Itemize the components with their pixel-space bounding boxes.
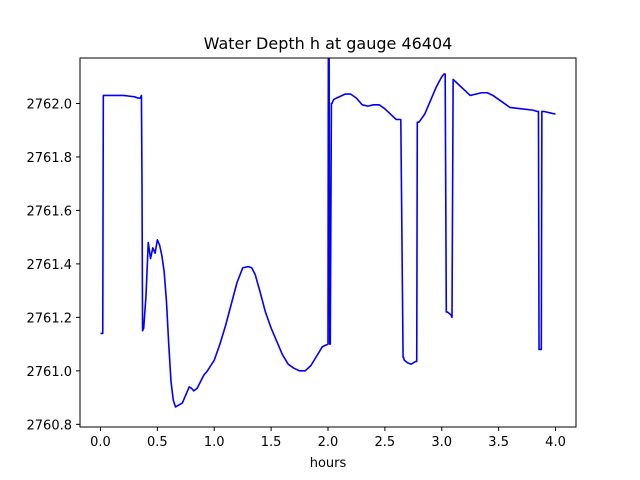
x-tick-label: 1.5	[261, 435, 282, 450]
y-tick-label: 2762.0	[27, 97, 73, 112]
x-tick-label: 3.5	[488, 435, 509, 450]
x-axis-label: hours	[310, 456, 347, 471]
x-tick-label: 0.0	[90, 435, 111, 450]
y-tick-label: 2761.8	[27, 151, 73, 166]
series-line	[100, 58, 556, 408]
y-axis: 2760.8 2761.0 2761.2 2761.4 2761.6 2761.8 2762…	[27, 97, 80, 433]
x-tick-label: 2.0	[318, 435, 339, 450]
x-axis: 0.0 0.5 1.0 1.5 2.0 2.5 3.0 3.5 4.0	[90, 427, 566, 450]
x-tick-label: 4.0	[545, 435, 566, 450]
series-layer	[100, 58, 556, 408]
x-tick-label: 2.5	[375, 435, 396, 450]
x-tick-label: 1.0	[204, 435, 225, 450]
y-tick-label: 2761.2	[27, 311, 73, 326]
x-tick-label: 0.5	[147, 435, 168, 450]
y-tick-label: 2761.4	[27, 258, 73, 273]
y-tick-label: 2760.8	[27, 418, 73, 433]
y-tick-label: 2761.6	[27, 204, 73, 219]
y-tick-label: 2761.0	[27, 365, 73, 380]
chart-title: Water Depth h at gauge 46404	[204, 34, 453, 53]
x-tick-label: 3.0	[431, 435, 452, 450]
